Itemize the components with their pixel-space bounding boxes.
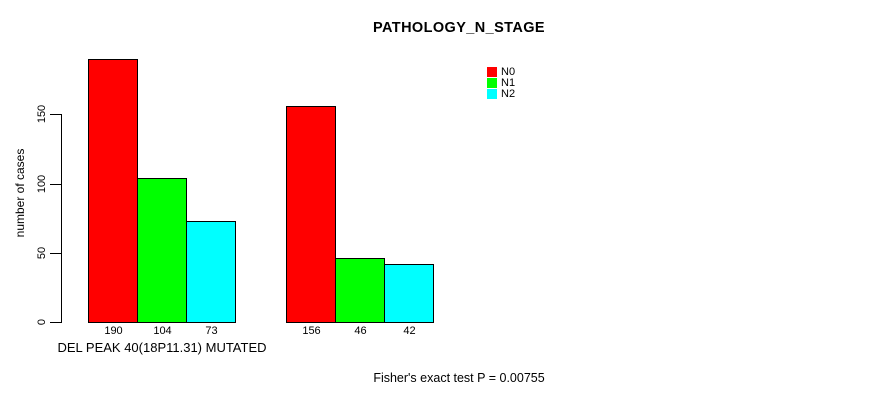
- bar-value-n0-group1: 190: [104, 325, 123, 337]
- y-axis-tick-label: 150: [36, 104, 48, 124]
- y-axis-line: [61, 114, 62, 323]
- y-axis-tick: [50, 184, 61, 185]
- bar-value-n2-group1: 73: [205, 325, 218, 337]
- legend-label-n2: N2: [501, 88, 516, 100]
- y-axis-tick: [50, 322, 61, 323]
- stat-annotation: Fisher's exact test P = 0.00755: [373, 371, 545, 385]
- legend-swatch-n0: [487, 67, 497, 77]
- legend-label-n0: N0: [501, 66, 516, 78]
- legend-swatch-n2: [487, 89, 497, 99]
- chart-title: PATHOLOGY_N_STAGE: [373, 20, 545, 36]
- y-axis-label: number of cases: [13, 148, 27, 238]
- bar-n1-group2: [335, 258, 385, 323]
- x-axis-label: DEL PEAK 40(18P11.31) MUTATED: [57, 340, 267, 355]
- y-axis-tick: [50, 114, 61, 115]
- bar-value-n1-group1: 104: [153, 325, 172, 337]
- legend-swatch-n1: [487, 78, 497, 88]
- legend-item-n0: N0: [487, 66, 516, 78]
- legend-label-n1: N1: [501, 77, 516, 89]
- bar-n2-group2: [384, 264, 434, 323]
- bar-value-n0-group2: 156: [302, 325, 321, 337]
- y-axis-tick-label: 50: [36, 246, 48, 260]
- y-axis-tick: [50, 253, 61, 254]
- y-axis-tick-label: 100: [36, 174, 48, 194]
- legend-item-n2: N2: [487, 88, 516, 100]
- y-axis-tick-label: 0: [36, 318, 48, 326]
- bar-n0-group2: [286, 106, 336, 323]
- bar-value-n1-group2: 46: [354, 325, 367, 337]
- bar-n1-group1: [137, 178, 187, 323]
- bar-n2-group1: [186, 221, 236, 323]
- legend-item-n1: N1: [487, 77, 516, 89]
- bar-n0-group1: [88, 59, 138, 323]
- bar-value-n2-group2: 42: [403, 325, 416, 337]
